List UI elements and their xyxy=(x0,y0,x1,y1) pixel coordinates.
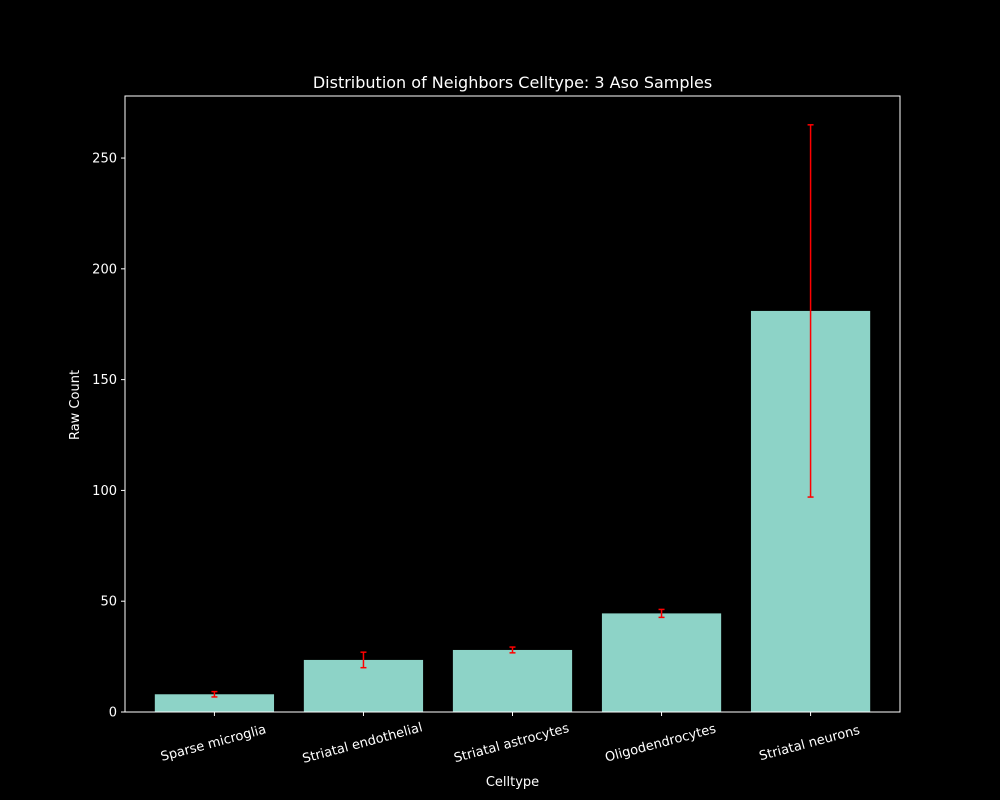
error-bar-0 xyxy=(211,690,218,698)
x-tick-label-3: Oligodendrocytes xyxy=(604,722,718,766)
y-tick-label-100: 100 xyxy=(92,484,117,499)
plot-area: 0 50 100 150 200 250 Sparse microglia Striatal … xyxy=(92,95,901,767)
chart-title: Distribution of Neighbors Celltype: 3 As… xyxy=(313,73,712,92)
bar-3 xyxy=(601,613,722,712)
y-axis-label: Raw Count xyxy=(68,370,83,440)
error-bar-3 xyxy=(658,608,665,619)
error-bar-4 xyxy=(807,124,814,498)
y-tick-label-0: 0 xyxy=(109,706,117,721)
y-tick-label-200: 200 xyxy=(92,262,117,277)
x-tick-label-1: Striatal endothelial xyxy=(301,720,424,766)
x-tick-label-0: Sparse microglia xyxy=(159,722,268,765)
bar-1 xyxy=(303,659,424,712)
x-tick-label-2: Striatal astrocytes xyxy=(452,721,571,766)
y-tick-label-250: 250 xyxy=(92,152,117,167)
bar-0 xyxy=(154,694,275,712)
y-tick-label-150: 150 xyxy=(92,373,117,388)
error-bar-2 xyxy=(509,646,516,654)
bar-2 xyxy=(452,649,573,712)
x-tick-label-4: Striatal neurons xyxy=(758,723,862,764)
y-tick-label-50: 50 xyxy=(100,595,117,610)
error-bar-1 xyxy=(360,651,367,669)
x-axis-label: Celltype xyxy=(486,775,539,790)
